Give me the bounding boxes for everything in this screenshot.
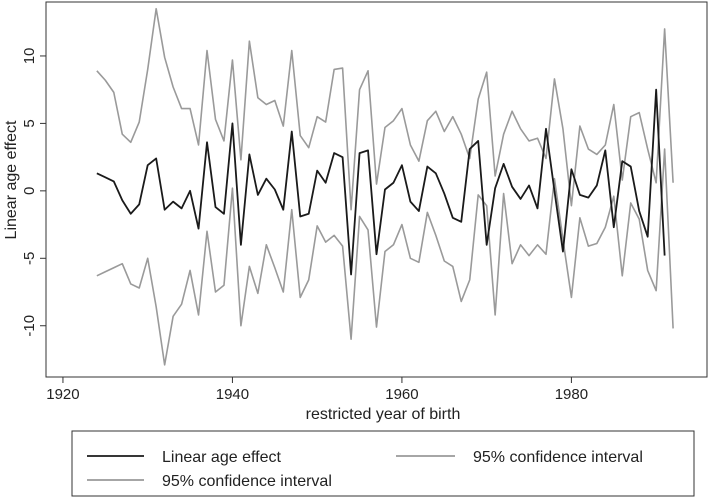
y-tick-label: 5 — [21, 119, 38, 127]
y-tick-label: -10 — [21, 315, 38, 337]
legend-label-ci-upper: 95% confidence interval — [473, 449, 643, 466]
legend-label-ci-lower: 95% confidence interval — [162, 473, 332, 490]
series-line-ci-upper — [96, 7, 674, 211]
x-tick-label: 1960 — [385, 386, 418, 403]
plot-frame — [45, 1, 708, 378]
series-layer — [96, 7, 674, 366]
y-axis: -10 -5 0 5 10 — [21, 48, 46, 337]
legend-box — [71, 430, 695, 497]
x-axis: 1920 1940 1960 1980 — [46, 377, 588, 403]
y-tick-label: 10 — [21, 48, 38, 65]
legend: Linear age effect 95% confidence interva… — [71, 430, 695, 497]
y-tick-label: -5 — [21, 252, 38, 265]
x-axis-title: restricted year of birth — [306, 406, 461, 423]
y-tick-label: 0 — [21, 187, 38, 195]
legend-label-estimate: Linear age effect — [162, 449, 281, 466]
x-tick-label: 1920 — [46, 386, 79, 403]
x-tick-label: 1980 — [555, 386, 588, 403]
x-tick-label: 1940 — [216, 386, 249, 403]
series-line-linear-age-effect — [96, 88, 666, 276]
series-line-ci-lower — [96, 148, 674, 366]
y-axis-title: Linear age effect — [3, 120, 20, 239]
